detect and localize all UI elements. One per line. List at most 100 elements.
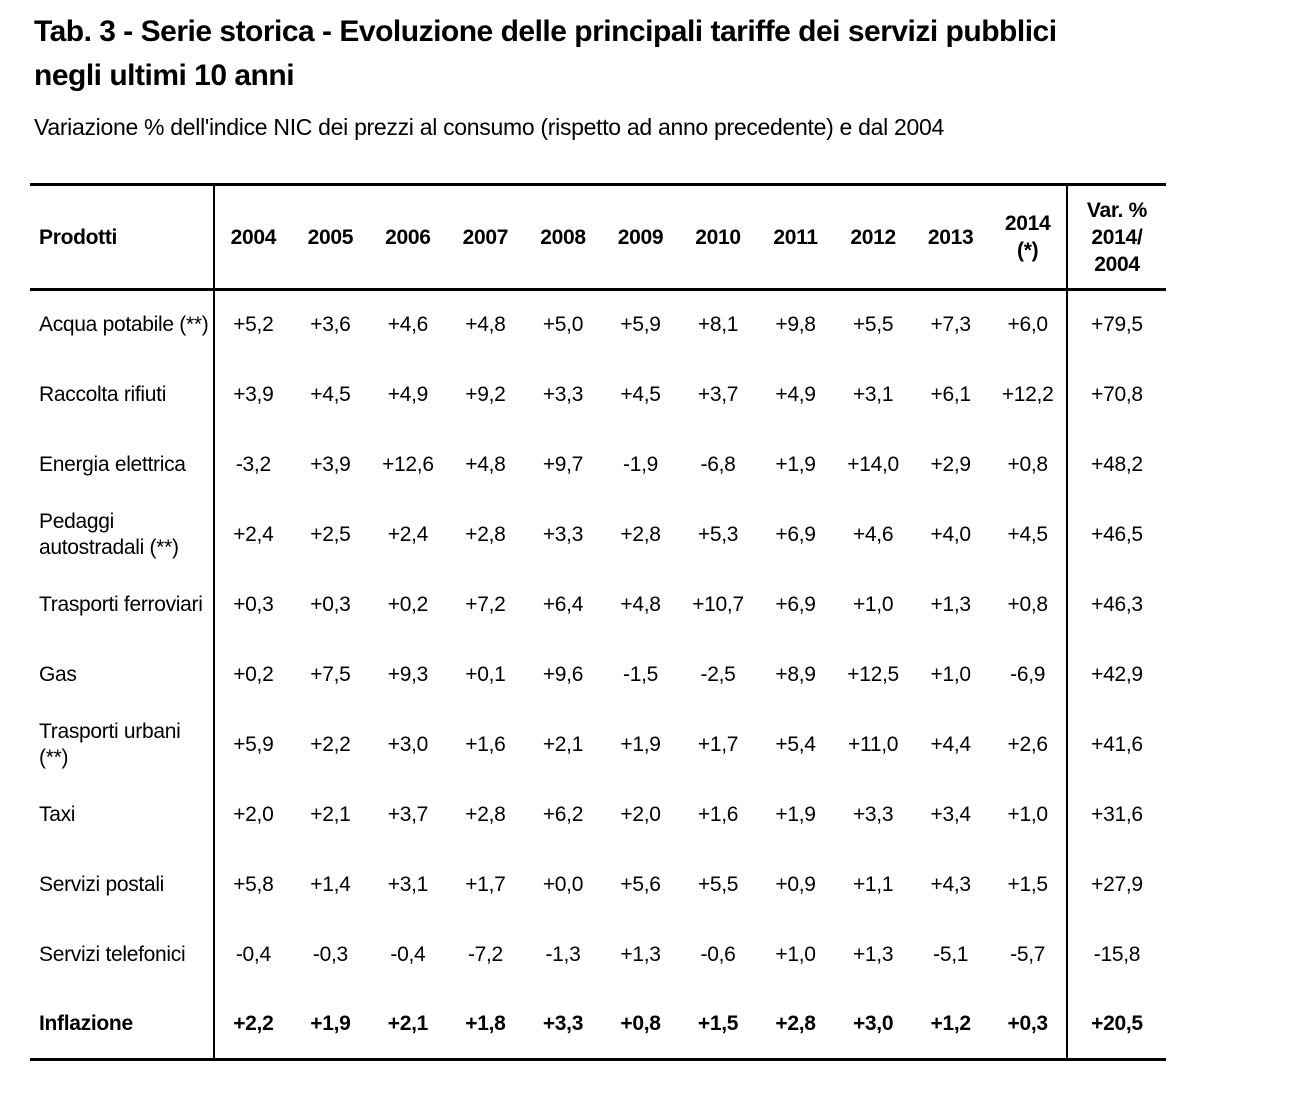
year-value-cell: +1,7 [465,872,506,896]
row-label: Inflazione [30,989,216,1060]
year-value-cell: +12,6 [382,452,434,476]
header-var-percent: Var. % 2014/ 2004 [1065,184,1166,291]
year-value-cell: +4,3 [930,872,971,896]
header-row: Prodotti 2004 2005 2006 2007 2008 2009 2… [30,184,1166,291]
year-value-cell: -2,5 [700,662,736,686]
year-value-cell: +9,8 [775,313,816,337]
year-value-cell: +2,1 [387,1011,429,1035]
year-value-cell: +3,0 [387,732,429,756]
year-value-cell: -0,4 [235,942,271,966]
year-value-cell: +2,2 [233,1011,274,1035]
table-row: Taxi +2,0 +2,1 +3,7 +2,8 +6,2 +2,0 +1,6 +1,9 +3,3… [30,779,1166,850]
year-value-cell: +5,9 [620,313,661,337]
year-value-cell: +3,3 [852,802,894,826]
header-prodotti: Prodotti [30,184,216,291]
row-label: Energia elettrica [30,429,216,500]
year-value-cell: +4,5 [620,382,661,406]
var-percent-cell: +79,5 [1065,289,1166,360]
row-label: Trasporti urbani (**) [30,709,216,780]
year-value-cell: +1,1 [852,872,894,896]
year-value-cell: +4,4 [930,732,971,756]
year-value-cell: +3,1 [387,872,429,896]
year-value-cell: -5,7 [1010,942,1046,966]
table-row: Inflazione +2,2 +1,9 +2,1 +1,8 +3,3 +0,8 +1,5 +2… [30,989,1166,1060]
year-value-cell: +0,1 [465,662,506,686]
year-value-cell: +3,4 [930,802,971,826]
var-percent-cell: +46,3 [1065,569,1166,640]
header-year: 2008 [524,184,602,291]
year-value-cell: +6,1 [930,382,971,406]
year-value-cell: +7,2 [465,592,506,616]
year-value-cell: +1,0 [852,592,894,616]
table-row: Pedaggi autostradali (**) +2,4 +2,5 +2,4 +2,… [30,499,1166,570]
year-value-cell: +2,5 [310,522,351,546]
year-value-cell: +2,0 [233,802,274,826]
var-percent-cell: +70,8 [1065,359,1166,430]
year-value-cell: +5,2 [233,313,274,337]
year-value-cell: -0,3 [312,942,348,966]
table-row: Servizi telefonici -0,4 -0,3 -0,4 -7,2 -1,3 +1… [30,919,1166,990]
year-value-cell: +3,6 [310,313,351,337]
year-value-cell: +2,8 [465,802,506,826]
year-value-cell: +2,2 [310,732,351,756]
header-year: 2004 [214,184,292,291]
table-row: Gas +0,2 +7,5 +9,3 +0,1 +9,6 -1,5 -2,5 +8,9 +12,5… [30,639,1166,710]
year-value-cell: +3,9 [233,382,274,406]
year-value-cell: +3,1 [852,382,894,406]
table-row: Trasporti ferroviari +0,3 +0,3 +0,2 +7,2 +6,4… [30,569,1166,640]
year-value-cell: +1,5 [697,1011,739,1035]
header-year: 2009 [601,184,680,291]
year-value-cell: -6,9 [1010,662,1046,686]
var-percent-cell: +42,9 [1065,639,1166,710]
year-value-cell: +14,0 [847,452,899,476]
year-value-cell: +5,8 [233,872,274,896]
var-percent-cell: +20,5 [1065,989,1166,1060]
table-row: Raccolta rifiuti +3,9 +4,5 +4,9 +9,2 +3,3 +4,5… [30,359,1166,430]
year-value-cell: -6,8 [700,452,736,476]
year-value-cell: -1,3 [545,942,581,966]
header-year: 2011 [756,184,835,291]
year-value-cell: +9,6 [542,662,584,686]
year-value-cell: +0,8 [1007,452,1049,476]
row-label: Gas [30,639,216,710]
year-value-cell: +0,8 [620,1011,661,1035]
year-value-cell: +7,3 [930,313,971,337]
var-percent-cell: +41,6 [1065,709,1166,780]
year-value-cell: +2,6 [1007,732,1049,756]
header-year: 2005 [291,184,370,291]
year-value-cell: +2,8 [775,1011,816,1035]
year-value-cell: +1,3 [930,592,971,616]
year-value-cell: +4,5 [1007,522,1049,546]
year-value-cell: +5,5 [852,313,894,337]
year-value-cell: +2,4 [233,522,274,546]
year-value-cell: +4,5 [310,382,351,406]
year-value-cell: +1,9 [310,1011,351,1035]
header-year: 2006 [369,184,447,291]
year-value-cell: +1,9 [620,732,661,756]
year-value-cell: +9,7 [542,452,584,476]
table-row: Acqua potabile (**) +5,2 +3,6 +4,6 +4,8 +5,0 +… [30,289,1166,360]
table-row: Trasporti urbani (**) +5,9 +2,2 +3,0 +1,6 +2,… [30,709,1166,780]
year-value-cell: +4,6 [387,313,429,337]
year-value-cell: +1,3 [852,942,894,966]
year-value-cell: +4,0 [930,522,971,546]
year-value-cell: +1,7 [697,732,739,756]
year-value-cell: +3,3 [542,382,584,406]
year-value-cell: -7,2 [467,942,503,966]
year-value-cell: +5,0 [542,313,584,337]
year-value-cell: +1,2 [930,1011,971,1035]
year-value-cell: +6,4 [542,592,584,616]
row-label: Trasporti ferroviari [30,569,216,640]
year-value-cell: +0,3 [233,592,274,616]
year-value-cell: +1,9 [775,802,816,826]
year-value-cell: +2,8 [465,522,506,546]
row-label: Acqua potabile (**) [30,289,216,360]
year-value-cell: +5,5 [697,872,739,896]
header-year: 2007 [446,184,525,291]
year-value-cell: +7,5 [310,662,351,686]
year-value-cell: +0,3 [310,592,351,616]
year-value-cell: +3,7 [697,382,739,406]
var-percent-cell: +48,2 [1065,429,1166,500]
year-value-cell: +4,8 [465,452,506,476]
